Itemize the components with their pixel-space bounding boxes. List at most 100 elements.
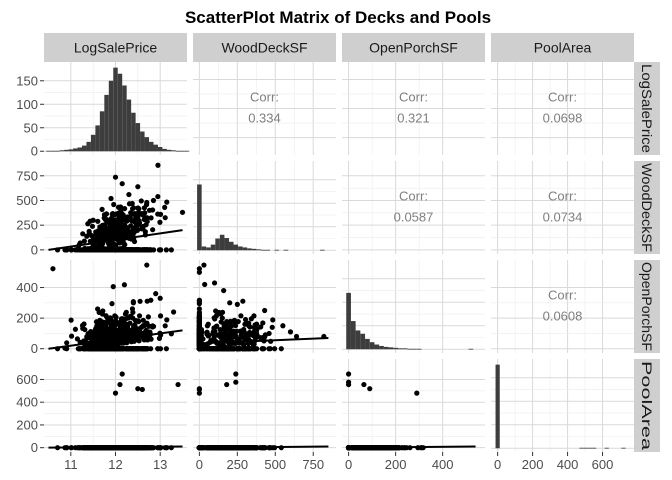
strip-label: OpenPorchSF xyxy=(369,40,458,56)
histogram-bar xyxy=(113,67,118,152)
column-strip-openporchsf: OpenPorchSF xyxy=(342,33,485,62)
scatter-point xyxy=(293,333,300,340)
scatter-point xyxy=(122,205,128,212)
histogram-bar xyxy=(228,241,234,251)
scatter-point xyxy=(139,324,145,330)
scatter-point xyxy=(148,215,154,221)
scatter-point xyxy=(162,204,168,211)
histogram-bar xyxy=(68,149,74,152)
scatter-point xyxy=(245,346,251,352)
scatter-point xyxy=(219,315,225,321)
scatter-point xyxy=(198,333,204,339)
y-tick-label: 150 xyxy=(16,73,38,88)
strip-background xyxy=(634,260,660,353)
histogram-bar xyxy=(242,247,248,251)
scatter-point xyxy=(241,329,247,335)
scatter-point xyxy=(64,340,70,346)
panel-background xyxy=(193,359,336,452)
x-tick-label: 400 xyxy=(432,457,454,472)
y-tick-label: 200 xyxy=(16,417,38,432)
scatter-point xyxy=(140,317,146,323)
histogram-bar xyxy=(99,111,105,152)
scatter-point xyxy=(239,346,245,352)
scatter-point xyxy=(99,206,105,212)
panel-openporchsf-logsaleprice xyxy=(44,260,187,353)
scatter-point xyxy=(234,301,240,307)
x-tick-label: 0 xyxy=(196,457,203,472)
histogram-bar xyxy=(587,447,593,449)
scatter-point xyxy=(158,247,164,253)
scatter-point xyxy=(150,197,157,204)
trend-line xyxy=(48,329,183,350)
scatter-point xyxy=(196,326,202,332)
scatter-point xyxy=(226,320,232,327)
scatter-point xyxy=(124,315,130,321)
histogram-bar xyxy=(108,80,114,152)
scatter-point xyxy=(168,247,174,253)
scatter-point xyxy=(108,329,114,336)
scatter-point xyxy=(278,346,284,352)
scatter-point xyxy=(92,329,98,335)
histogram-bar xyxy=(350,321,356,350)
panel-background xyxy=(342,161,485,254)
histogram-bar xyxy=(95,125,100,152)
histogram-bar xyxy=(140,131,145,152)
histogram-bar xyxy=(247,248,252,251)
scatter-point xyxy=(68,317,74,323)
scatter-point xyxy=(144,320,150,326)
scatter-point xyxy=(157,211,164,217)
scatter-point xyxy=(84,233,90,239)
trend-line xyxy=(199,445,329,449)
scatter-point xyxy=(81,321,87,327)
histogram-bar xyxy=(412,348,417,350)
x-tick-label: 400 xyxy=(557,457,579,472)
scatter-point xyxy=(221,287,227,294)
scatter-point xyxy=(254,321,260,327)
scatter-point xyxy=(126,191,132,198)
scatter-point xyxy=(227,346,233,352)
scatter-point xyxy=(104,346,110,352)
histogram-bar xyxy=(184,150,190,152)
scatter-point xyxy=(121,282,128,288)
scatter-point xyxy=(119,213,126,219)
histogram-bar xyxy=(90,134,96,152)
scatter-point xyxy=(213,346,219,352)
scatter-point xyxy=(260,335,266,341)
scatter-point xyxy=(345,381,352,388)
scatter-point xyxy=(80,247,86,253)
panel-poolarea-poolarea xyxy=(491,359,634,452)
scatter-point xyxy=(233,379,239,385)
histogram-bar xyxy=(416,348,422,350)
row-strip-poolarea: PoolArea xyxy=(634,359,660,452)
scatter-point xyxy=(345,371,352,377)
scatter-point xyxy=(72,326,79,332)
histogram-bar xyxy=(233,244,239,251)
scatter-point xyxy=(240,333,247,339)
scatter-point xyxy=(196,390,202,396)
histogram-bar xyxy=(46,150,51,152)
scatter-point xyxy=(212,332,218,339)
scatter-point xyxy=(150,227,156,233)
correlation-value: 0.0587 xyxy=(394,210,434,225)
correlation-label: Corr: xyxy=(548,189,577,204)
histogram-bar xyxy=(210,244,216,251)
scatter-point xyxy=(130,315,136,321)
scatter-point xyxy=(205,321,211,327)
scatter-point xyxy=(86,228,92,234)
scatter-point xyxy=(50,266,56,272)
scatter-point xyxy=(108,195,114,202)
x-axis-labels: 11 12 13 0 250 500 750 0 200 400 0 200 400 600 xyxy=(64,452,613,472)
histogram-bar xyxy=(274,249,280,251)
correlation-value: 0.0734 xyxy=(543,210,583,225)
scatter-point xyxy=(155,346,161,352)
correlation-label: Corr: xyxy=(250,90,279,105)
scatter-point xyxy=(196,315,202,321)
panel-poolarea-wooddecksf xyxy=(193,359,336,452)
histogram-bar xyxy=(131,112,136,152)
scatter-point xyxy=(212,328,218,335)
scatter-point xyxy=(90,335,96,341)
chart-title: ScatterPlot Matrix of Decks and Pools xyxy=(185,8,491,27)
y-tick-label: 200 xyxy=(16,311,38,326)
scatter-point xyxy=(117,381,123,388)
histogram-bar xyxy=(265,249,270,251)
